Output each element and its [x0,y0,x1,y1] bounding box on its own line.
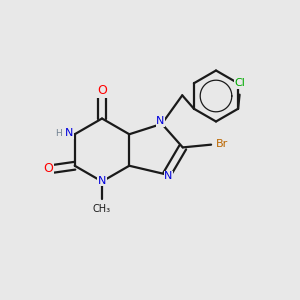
Text: Br: Br [216,139,228,149]
Text: CH₃: CH₃ [93,203,111,214]
Text: N: N [65,128,74,138]
Text: N: N [98,176,106,186]
Text: N: N [156,116,164,126]
Text: H: H [55,128,62,137]
Text: N: N [164,171,172,181]
Text: O: O [44,162,53,175]
Text: Cl: Cl [235,78,246,88]
Text: O: O [97,84,107,97]
